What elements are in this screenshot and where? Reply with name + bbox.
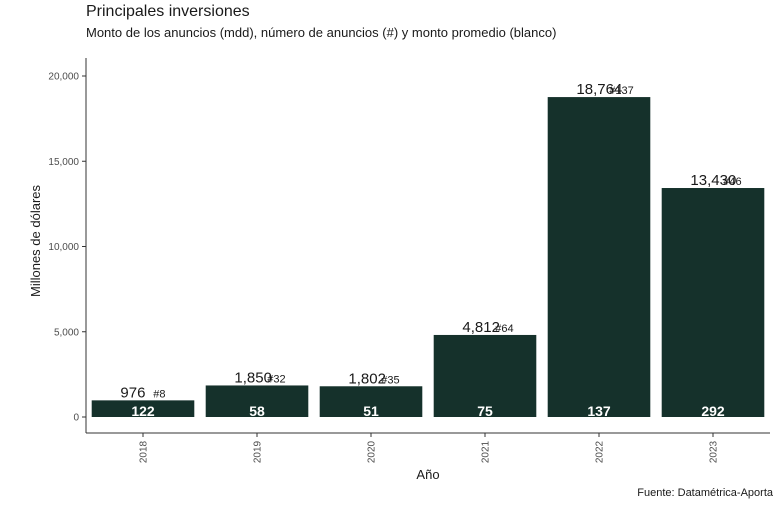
- count-label: #137: [609, 85, 633, 97]
- y-tick-label: 20,000: [48, 72, 79, 83]
- chart-title: Principales inversiones: [86, 3, 250, 20]
- bar: [661, 188, 765, 417]
- bar: [205, 385, 309, 417]
- x-tick-label: 2023: [709, 440, 720, 463]
- count-label: #8: [153, 388, 165, 400]
- x-tick-label: 2020: [367, 440, 378, 463]
- chart-subtitle: Monto de los anuncios (mdd), número de a…: [86, 25, 557, 40]
- average-label: 137: [587, 403, 611, 419]
- y-tick-label: 0: [73, 413, 79, 424]
- average-label: 292: [701, 403, 725, 419]
- average-label: 51: [363, 403, 379, 419]
- value-label: 976: [120, 384, 145, 401]
- bar: [91, 400, 195, 417]
- y-tick-label: 5,000: [54, 327, 79, 338]
- x-tick-label: 2021: [481, 440, 492, 463]
- average-label: 122: [131, 403, 155, 419]
- value-label: 1,802: [348, 370, 386, 387]
- bar: [319, 386, 423, 417]
- average-label: 58: [249, 403, 265, 419]
- bar: [547, 97, 651, 418]
- y-axis-title: Millones de dólares: [28, 185, 43, 298]
- x-tick-label: 2022: [595, 440, 606, 463]
- x-axis-title: Año: [416, 467, 439, 482]
- count-label: #32: [267, 373, 285, 385]
- bar: [433, 334, 537, 417]
- average-label: 75: [477, 403, 493, 419]
- count-label: #46: [723, 176, 741, 188]
- value-label: 13,430: [690, 172, 736, 189]
- y-tick-label: 15,000: [48, 157, 79, 168]
- value-label: 1,850: [234, 369, 272, 386]
- count-label: #35: [381, 374, 399, 386]
- value-label: 18,764: [576, 81, 622, 98]
- source-note: Fuente: Datamétrica-Aporta: [637, 487, 773, 499]
- x-tick-label: 2018: [139, 440, 150, 463]
- count-label: #64: [495, 323, 513, 335]
- value-label: 4,812: [462, 319, 500, 336]
- y-tick-label: 10,000: [48, 242, 79, 253]
- x-tick-label: 2019: [253, 440, 264, 463]
